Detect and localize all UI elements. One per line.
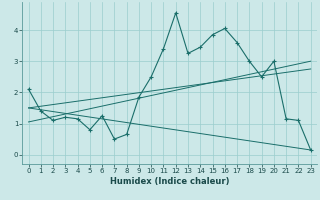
X-axis label: Humidex (Indice chaleur): Humidex (Indice chaleur) <box>110 177 229 186</box>
